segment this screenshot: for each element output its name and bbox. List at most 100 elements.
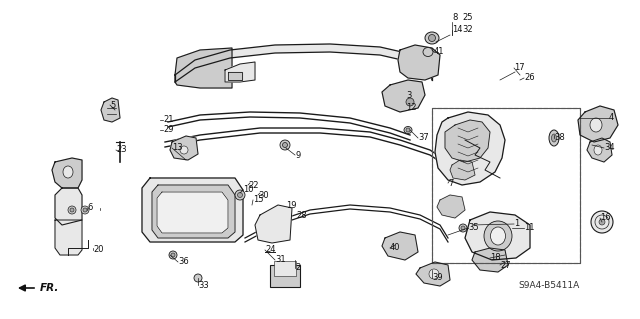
Text: 22: 22 (248, 181, 259, 189)
Text: 4: 4 (609, 114, 614, 122)
Text: 41: 41 (434, 48, 445, 56)
Polygon shape (437, 195, 465, 218)
Polygon shape (142, 178, 243, 242)
Ellipse shape (459, 224, 467, 232)
Ellipse shape (429, 269, 439, 279)
Text: 23: 23 (116, 145, 127, 154)
Text: 3: 3 (406, 91, 412, 100)
Bar (432, 108, 580, 263)
Ellipse shape (83, 208, 87, 212)
Text: 12: 12 (406, 102, 417, 112)
Text: 5: 5 (110, 100, 115, 109)
Text: 31: 31 (275, 256, 285, 264)
Text: S9A4-B5411A: S9A4-B5411A (518, 280, 579, 290)
Polygon shape (416, 262, 450, 286)
Ellipse shape (68, 206, 76, 214)
Ellipse shape (280, 140, 290, 150)
Ellipse shape (63, 166, 73, 178)
Ellipse shape (425, 32, 439, 44)
Text: 37: 37 (418, 133, 429, 143)
Polygon shape (175, 48, 232, 88)
Text: 19: 19 (286, 201, 296, 210)
Ellipse shape (70, 208, 74, 212)
Text: 13: 13 (172, 144, 182, 152)
Text: 35: 35 (468, 224, 479, 233)
Ellipse shape (429, 34, 435, 41)
Text: 18: 18 (490, 254, 500, 263)
Ellipse shape (461, 226, 465, 230)
Polygon shape (170, 136, 198, 160)
Text: 10: 10 (243, 186, 253, 195)
Text: 34: 34 (604, 144, 614, 152)
Ellipse shape (423, 48, 433, 56)
Text: 20: 20 (93, 246, 104, 255)
Bar (270, 265, 300, 287)
Text: 40: 40 (390, 243, 401, 253)
Polygon shape (55, 220, 82, 255)
Polygon shape (472, 248, 508, 272)
Text: 32: 32 (462, 26, 472, 34)
Text: 33: 33 (198, 280, 209, 290)
Polygon shape (175, 44, 432, 82)
Ellipse shape (171, 253, 175, 257)
Text: 24: 24 (265, 246, 275, 255)
Text: 38: 38 (554, 133, 564, 143)
Ellipse shape (180, 146, 188, 154)
Ellipse shape (282, 143, 287, 147)
Text: 2: 2 (295, 263, 300, 272)
Polygon shape (225, 62, 255, 82)
Text: 26: 26 (524, 73, 534, 83)
Polygon shape (382, 80, 425, 112)
Bar (274, 261, 296, 276)
Ellipse shape (81, 206, 89, 214)
Polygon shape (445, 120, 490, 162)
Ellipse shape (404, 127, 412, 133)
Polygon shape (255, 205, 292, 243)
Ellipse shape (590, 118, 602, 132)
Ellipse shape (599, 219, 605, 225)
Ellipse shape (169, 251, 177, 259)
Ellipse shape (484, 221, 512, 251)
Polygon shape (52, 158, 82, 188)
Text: 16: 16 (600, 213, 611, 222)
Text: 7: 7 (448, 179, 453, 188)
Text: 14: 14 (452, 26, 463, 34)
Text: 36: 36 (178, 257, 189, 266)
Text: 25: 25 (462, 13, 472, 23)
Text: 17: 17 (514, 63, 525, 72)
Text: 21: 21 (163, 115, 173, 124)
Polygon shape (55, 188, 82, 225)
Ellipse shape (235, 190, 245, 200)
Polygon shape (382, 232, 418, 260)
Polygon shape (152, 185, 235, 238)
Ellipse shape (552, 134, 557, 142)
Text: 27: 27 (500, 261, 511, 270)
Polygon shape (101, 98, 120, 122)
Ellipse shape (194, 274, 202, 282)
Ellipse shape (406, 128, 410, 132)
Ellipse shape (549, 130, 559, 146)
Text: 1: 1 (514, 219, 519, 228)
Polygon shape (228, 72, 242, 80)
Bar (432, 108, 580, 263)
Text: FR.: FR. (40, 283, 60, 293)
Polygon shape (157, 192, 228, 233)
Polygon shape (450, 160, 475, 180)
Text: 39: 39 (432, 273, 443, 283)
Polygon shape (398, 45, 440, 80)
Ellipse shape (490, 227, 506, 245)
Ellipse shape (591, 211, 613, 233)
Text: 9: 9 (295, 151, 300, 160)
Text: 28: 28 (296, 211, 307, 219)
Ellipse shape (406, 98, 414, 106)
Polygon shape (578, 106, 618, 142)
Text: 29: 29 (163, 125, 173, 135)
Text: 11: 11 (524, 224, 534, 233)
Polygon shape (465, 212, 530, 260)
Text: 15: 15 (253, 196, 264, 204)
Text: 8: 8 (452, 13, 458, 23)
Polygon shape (587, 138, 612, 162)
Ellipse shape (594, 145, 602, 155)
Polygon shape (435, 112, 505, 185)
Text: 30: 30 (258, 190, 269, 199)
